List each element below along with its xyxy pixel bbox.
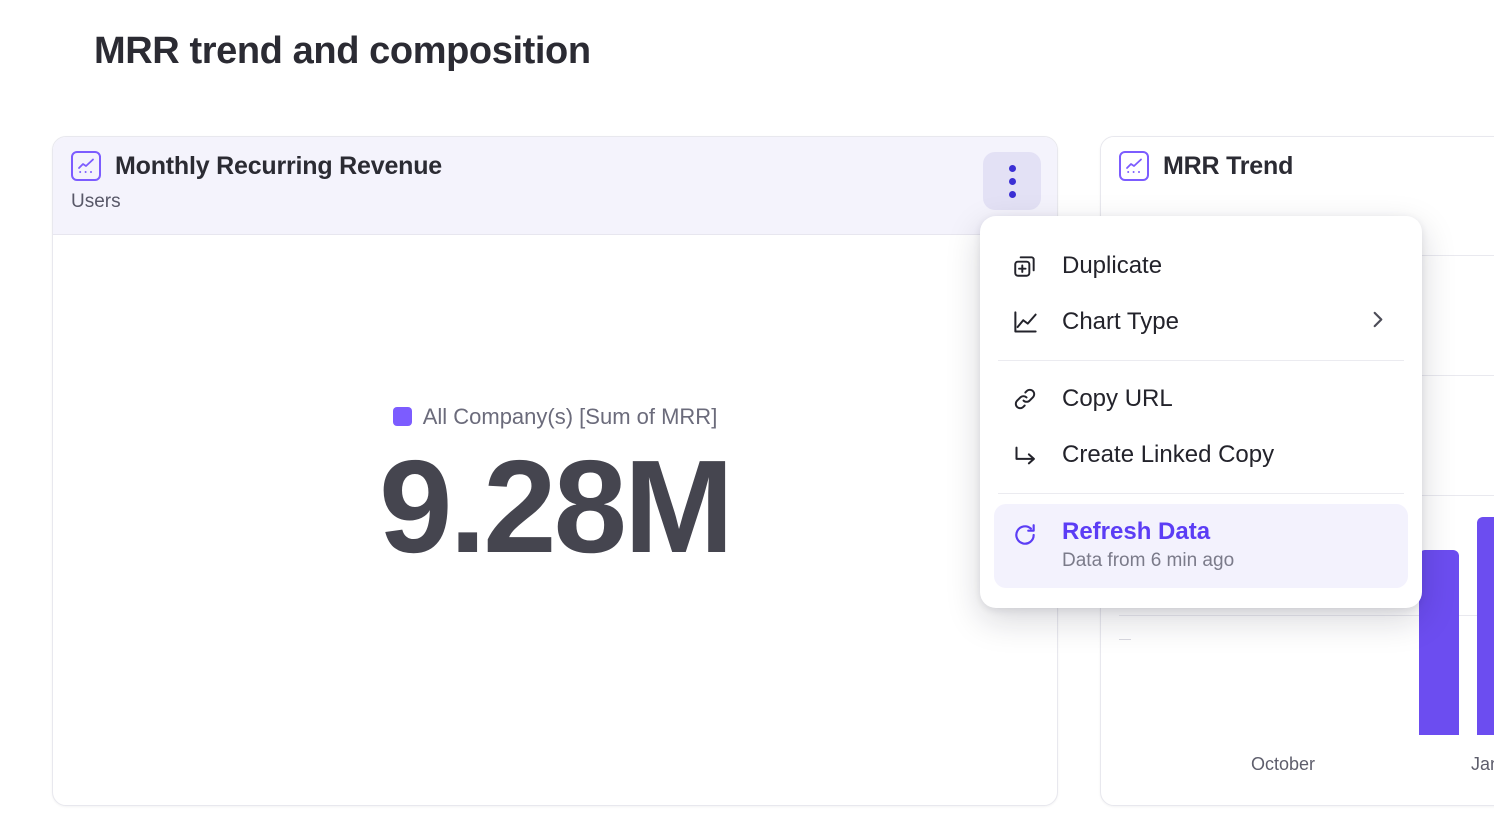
x-axis-label-january: January xyxy=(1471,754,1494,774)
kpi-body: All Company(s) [Sum of MRR] 9.28M xyxy=(53,235,1057,805)
chart-bars xyxy=(1401,515,1494,735)
x-axis-label-october: October xyxy=(1251,754,1316,774)
card-header-row: Monthly Recurring Revenue xyxy=(71,151,1039,181)
menu-item-label: Duplicate xyxy=(1062,252,1163,279)
line-chart-badge-icon xyxy=(1119,151,1149,181)
refresh-icon xyxy=(1010,522,1040,548)
menu-item-refresh-data[interactable]: Refresh Data Data from 6 min ago xyxy=(994,504,1408,588)
line-chart-icon xyxy=(1010,309,1040,336)
card-subtitle-mrr: Users xyxy=(71,191,121,212)
chevron-right-icon xyxy=(1370,309,1386,336)
menu-item-copy-url[interactable]: Copy URL xyxy=(980,371,1422,427)
menu-item-sublabel: Data from 6 min ago xyxy=(1062,550,1235,571)
menu-item-create-linked-copy[interactable]: Create Linked Copy xyxy=(980,427,1422,483)
y-axis-tick xyxy=(1119,639,1131,640)
kebab-dot xyxy=(1008,164,1016,172)
card-context-menu: Duplicate Chart Type xyxy=(980,216,1422,608)
duplicate-icon xyxy=(1010,253,1040,279)
menu-item-label: Create Linked Copy xyxy=(1062,441,1275,468)
card-menu-button[interactable] xyxy=(983,152,1041,210)
kpi-value: 9.28M xyxy=(379,432,734,580)
card-monthly-recurring-revenue: Monthly Recurring Revenue Users All Comp… xyxy=(52,136,1058,806)
kpi-legend-swatch xyxy=(392,407,412,427)
menu-item-duplicate[interactable]: Duplicate xyxy=(980,238,1422,294)
kpi-legend: All Company(s) [Sum of MRR] xyxy=(392,403,718,430)
line-chart-badge-icon xyxy=(71,151,101,181)
refresh-text-stack: Refresh Data Data from 6 min ago xyxy=(1062,518,1234,572)
menu-separator xyxy=(998,493,1404,494)
kebab-dot xyxy=(1008,190,1016,198)
card-header-mrr: Monthly Recurring Revenue Users xyxy=(53,137,1057,235)
arrow-corner-down-right-icon xyxy=(1010,442,1040,469)
card-title-mrr: Monthly Recurring Revenue xyxy=(115,151,442,180)
kpi-legend-label: All Company(s) [Sum of MRR] xyxy=(422,403,718,429)
menu-separator xyxy=(998,360,1404,361)
gridline xyxy=(1119,615,1494,616)
menu-item-label: Chart Type xyxy=(1062,308,1179,335)
card-header-row: MRR Trend xyxy=(1119,151,1494,181)
bar-january[interactable] xyxy=(1477,517,1494,735)
page-title: MRR trend and composition xyxy=(94,30,591,72)
card-title-trend: MRR Trend xyxy=(1163,151,1294,180)
link-icon xyxy=(1010,386,1040,412)
menu-item-label: Copy URL xyxy=(1062,385,1173,412)
bar-october[interactable] xyxy=(1419,550,1459,735)
menu-item-label: Refresh Data xyxy=(1062,518,1211,545)
menu-item-chart-type[interactable]: Chart Type xyxy=(980,294,1422,350)
kebab-dot xyxy=(1008,177,1016,185)
